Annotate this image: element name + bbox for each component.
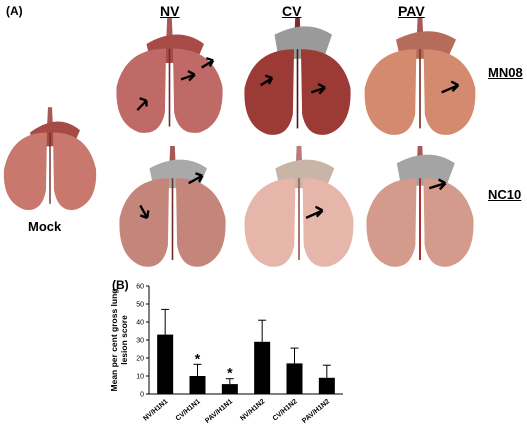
mock-label: Mock xyxy=(28,219,62,234)
y-axis-label: lesion score xyxy=(119,315,129,365)
x-tick-label: CV/H1N1 xyxy=(175,398,202,422)
y-tick-label: 20 xyxy=(136,356,144,363)
x-tick-label: PAV/H1N2 xyxy=(301,398,331,425)
column-header-cv: CV xyxy=(282,3,302,19)
lung-photo-cv-nc10 xyxy=(240,146,358,270)
lung-lobe-right xyxy=(300,49,351,135)
bar xyxy=(254,341,271,394)
lung-photo-nv-mn08 xyxy=(112,18,227,136)
lung-photo-pav-mn08 xyxy=(360,18,480,138)
row-label-mn08: MN08 xyxy=(488,65,523,80)
lung-photo-pav-nc10 xyxy=(362,146,478,270)
lesion-score-bar-chart: Mean per cent gross lung lesion score 0 10 2… xyxy=(105,278,350,439)
y-tick-label: 40 xyxy=(136,320,144,327)
y-tick-label: 60 xyxy=(136,284,144,291)
y-tick-label: 0 xyxy=(140,392,144,399)
bar xyxy=(286,363,303,394)
y-tick-label: 10 xyxy=(136,374,144,381)
x-tick-label: PAV/H1N1 xyxy=(204,398,234,425)
column-header-pav: PAV xyxy=(398,3,425,19)
row-label-nc10: NC10 xyxy=(488,187,522,202)
lung-lobe-left xyxy=(3,132,48,210)
x-tick-label: CV/H1N2 xyxy=(272,398,299,422)
column-header-nv: NV xyxy=(160,3,180,19)
lung-lobe-right xyxy=(172,48,223,133)
lung-photo-nv-nc10 xyxy=(115,146,230,270)
lung-lobe-left xyxy=(116,48,167,133)
significance-marker: * xyxy=(227,365,233,381)
lung-lobe-right xyxy=(423,49,476,135)
significance-marker: * xyxy=(195,350,201,366)
bar xyxy=(318,377,335,394)
x-tick-label: NV/H1N2 xyxy=(239,398,266,422)
panel-a-label: (A) xyxy=(6,4,23,18)
lung-lobe-right xyxy=(423,178,474,267)
y-tick-label: 50 xyxy=(136,302,144,309)
panel-b-label: (B) xyxy=(112,278,129,292)
x-tick-label: NV/H1N1 xyxy=(142,398,169,422)
lung-photo-cv-mn08 xyxy=(240,18,355,138)
lung-lobe-left xyxy=(119,178,170,267)
lung-lobe-left xyxy=(244,49,295,135)
lung-lobe-right xyxy=(53,132,97,210)
bar xyxy=(157,334,174,394)
y-axis-label: Mean per cent gross lung xyxy=(109,289,119,392)
lung-photo-mock xyxy=(0,98,100,213)
lung-lobe-left xyxy=(244,178,296,267)
bar xyxy=(189,376,206,394)
lung-lobe-left xyxy=(364,49,417,135)
y-tick-label: 30 xyxy=(136,338,144,345)
lung-lobe-left xyxy=(366,178,417,267)
lung-lobe-right xyxy=(302,178,354,267)
lung-lobe-right xyxy=(175,178,226,267)
bar xyxy=(221,384,238,394)
